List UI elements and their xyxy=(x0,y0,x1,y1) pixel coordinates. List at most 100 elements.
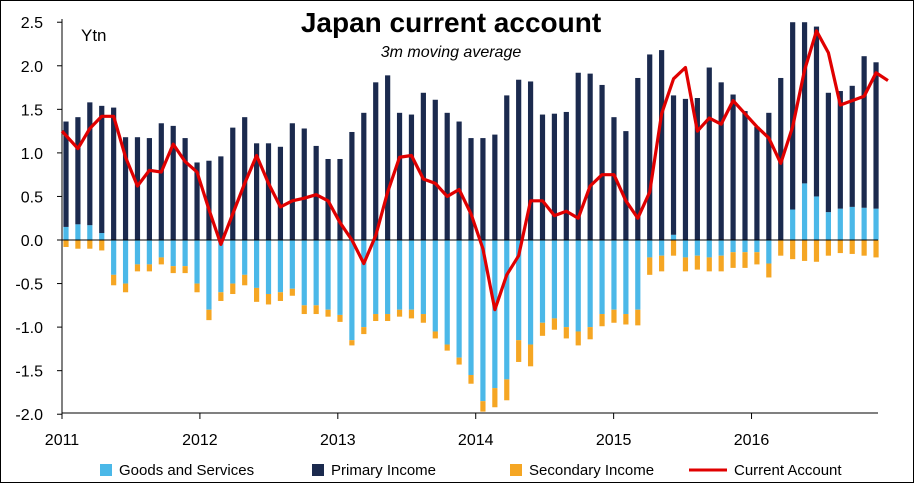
bar-goods-and-services xyxy=(706,240,712,258)
bar-goods-and-services xyxy=(277,240,284,293)
bar-goods-and-services xyxy=(289,240,295,289)
bar-primary-income xyxy=(647,54,653,241)
bar-secondary-income xyxy=(635,309,641,326)
bar-secondary-income xyxy=(670,240,677,256)
bar-primary-income xyxy=(349,131,355,240)
bar-secondary-income xyxy=(182,266,188,274)
x-tick-label: 2011 xyxy=(45,432,80,449)
bar-secondary-income xyxy=(289,288,295,296)
bar-goods-and-services xyxy=(790,209,796,240)
bar-primary-income xyxy=(754,126,760,240)
bar-secondary-income xyxy=(801,240,808,261)
bar-secondary-income xyxy=(825,240,831,256)
bar-secondary-income xyxy=(849,240,855,254)
bar-secondary-income xyxy=(718,255,724,272)
bar-secondary-income xyxy=(516,340,522,362)
bar-primary-income xyxy=(265,143,272,240)
bar-primary-income xyxy=(527,81,534,241)
bar-goods-and-services xyxy=(837,208,843,240)
bar-goods-and-services xyxy=(575,240,581,332)
bar-goods-and-services xyxy=(480,240,486,402)
bar-secondary-income xyxy=(563,327,569,339)
bar-goods-and-services xyxy=(444,240,450,345)
bar-secondary-income xyxy=(158,257,164,265)
bar-goods-and-services xyxy=(337,240,343,315)
bar-goods-and-services xyxy=(742,240,748,253)
bar-primary-income xyxy=(63,121,69,227)
bar-goods-and-services xyxy=(313,240,319,306)
bar-goods-and-services xyxy=(218,240,224,293)
bar-secondary-income xyxy=(111,274,117,286)
bar-primary-income xyxy=(682,98,689,240)
bar-goods-and-services xyxy=(111,240,117,275)
legend-label-current-account: Current Account xyxy=(734,462,842,479)
bar-secondary-income xyxy=(313,305,319,315)
bar-secondary-income xyxy=(265,294,272,305)
bar-goods-and-services xyxy=(87,225,93,240)
bar-secondary-income xyxy=(682,257,689,272)
bar-secondary-income xyxy=(778,240,784,256)
bar-primary-income xyxy=(99,105,105,234)
bar-secondary-income xyxy=(254,287,260,302)
bar-primary-income xyxy=(516,79,522,240)
y-tick-label: 2.5 xyxy=(21,15,43,32)
bar-primary-income xyxy=(158,123,164,240)
bar-primary-income xyxy=(766,112,772,240)
legend-swatch-primary-income xyxy=(312,464,324,476)
bar-goods-and-services xyxy=(527,240,534,345)
bar-goods-and-services xyxy=(99,233,105,240)
bar-primary-income xyxy=(825,92,831,213)
bar-secondary-income xyxy=(587,327,593,340)
y-tick-label: -0.5 xyxy=(15,277,43,294)
bar-goods-and-services xyxy=(134,240,141,265)
bar-primary-income xyxy=(790,22,796,210)
bar-goods-and-services xyxy=(563,240,569,328)
bar-primary-income xyxy=(873,62,879,209)
bar-secondary-income xyxy=(230,283,236,295)
bar-goods-and-services xyxy=(623,240,629,315)
bar-secondary-income xyxy=(754,252,760,265)
bar-secondary-income xyxy=(873,240,879,258)
bar-secondary-income xyxy=(349,340,355,346)
bar-goods-and-services xyxy=(766,240,772,264)
bar-primary-income xyxy=(87,102,93,226)
legend: Goods and Services Primary Income Second… xyxy=(100,462,842,479)
bar-goods-and-services xyxy=(420,240,426,315)
bar-goods-and-services xyxy=(599,240,605,315)
bar-primary-income xyxy=(313,145,319,240)
bar-secondary-income xyxy=(134,264,141,272)
bar-secondary-income xyxy=(468,375,474,384)
bar-goods-and-services xyxy=(718,240,724,256)
y-tick-label: 0.0 xyxy=(21,233,43,250)
bar-secondary-income xyxy=(790,240,796,260)
y-tick-label: 1.5 xyxy=(21,102,43,119)
bar-primary-income xyxy=(504,95,510,241)
bar-secondary-income xyxy=(647,257,653,275)
bar-secondary-income xyxy=(385,314,391,322)
bar-secondary-income xyxy=(611,309,617,323)
bar-goods-and-services xyxy=(254,240,260,288)
bar-secondary-income xyxy=(337,314,343,322)
bar-primary-income xyxy=(254,143,260,240)
bar-primary-income xyxy=(492,134,498,240)
x-tick-label: 2013 xyxy=(320,432,356,449)
bar-primary-income xyxy=(242,117,248,240)
bar-goods-and-services xyxy=(194,240,200,284)
bar-primary-income xyxy=(861,56,867,208)
bar-secondary-income xyxy=(170,266,176,274)
chart-subtitle: 3m moving average xyxy=(381,44,522,61)
bar-primary-income xyxy=(170,125,176,240)
bar-primary-income xyxy=(194,162,200,240)
bar-primary-income xyxy=(206,160,212,240)
unit-label: Ytn xyxy=(81,26,107,45)
bar-goods-and-services xyxy=(373,240,379,315)
bar-primary-income xyxy=(420,92,426,240)
bar-primary-income xyxy=(730,94,736,241)
bar-secondary-income xyxy=(456,357,462,365)
bar-goods-and-services xyxy=(694,240,700,256)
bar-secondary-income xyxy=(575,331,581,346)
bar-primary-income xyxy=(551,113,558,240)
bar-primary-income xyxy=(111,107,117,240)
